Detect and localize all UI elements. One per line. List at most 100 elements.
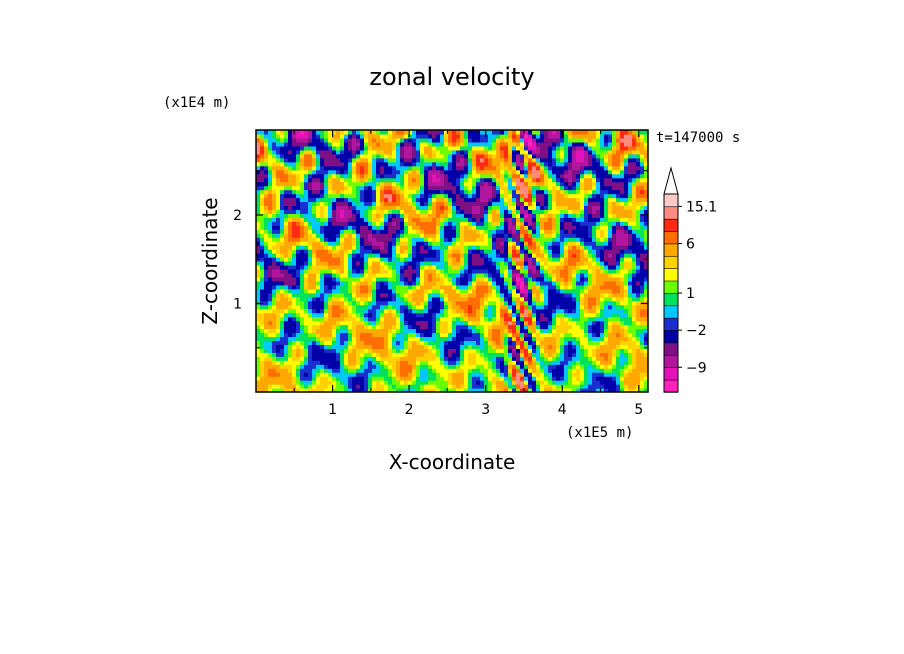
contour-cell	[356, 272, 361, 278]
contour-cell	[556, 300, 561, 306]
contour-cell	[420, 368, 425, 373]
contour-cell	[432, 304, 437, 310]
contour-cell	[428, 268, 433, 274]
contour-cell	[272, 261, 277, 266]
contour-cell	[568, 276, 573, 282]
contour-cell	[316, 340, 321, 345]
contour-cell	[468, 360, 473, 365]
contour-cell	[416, 272, 421, 278]
contour-cell	[304, 253, 309, 258]
contour-cell	[644, 316, 648, 322]
contour-cell	[356, 328, 361, 334]
contour-cell	[628, 352, 633, 357]
contour-cell	[480, 245, 485, 250]
contour-cell	[416, 229, 421, 234]
contour-cell	[468, 312, 473, 318]
contour-cell	[432, 368, 437, 373]
contour-cell	[532, 384, 537, 389]
contour-cell	[620, 229, 625, 234]
contour-cell	[324, 356, 329, 361]
contour-cell	[348, 336, 353, 341]
contour-cell	[404, 340, 409, 345]
contour-cell	[568, 221, 573, 226]
contour-cell	[624, 376, 629, 381]
contour-cell	[276, 237, 281, 242]
contour-cell	[608, 368, 613, 373]
contour-cell	[532, 241, 537, 246]
contour-cell	[356, 237, 361, 242]
contour-cell	[368, 356, 373, 361]
contour-cell	[640, 336, 645, 341]
contour-cell	[532, 304, 537, 310]
contour-cell	[312, 360, 317, 365]
contour-cell	[296, 217, 301, 222]
contour-cell	[464, 205, 469, 210]
contour-cell	[408, 364, 413, 369]
contour-cell	[376, 296, 381, 302]
contour-cell	[352, 292, 357, 298]
contour-cell	[344, 288, 349, 294]
contour-cell	[308, 276, 313, 282]
contour-cell	[512, 388, 517, 392]
contour-cell	[448, 336, 453, 341]
contour-cell	[272, 233, 277, 238]
contour-cell	[372, 272, 377, 278]
contour-cell	[376, 300, 381, 306]
contour-cell	[272, 388, 277, 392]
contour-cell	[572, 233, 577, 238]
contour-cell	[548, 205, 553, 210]
contour-cell	[444, 376, 449, 381]
contour-cell	[388, 328, 393, 334]
contour-cell	[496, 197, 501, 203]
contour-cell	[436, 249, 441, 254]
contour-cell	[376, 388, 381, 392]
contour-cell	[452, 205, 457, 210]
contour-cell	[452, 264, 457, 270]
contour-cell	[432, 197, 437, 203]
contour-cell	[536, 348, 541, 353]
contour-cell	[524, 288, 529, 294]
contour-cell	[284, 205, 289, 210]
contour-cell	[528, 364, 533, 369]
contour-cell	[492, 352, 497, 357]
contour-cell	[436, 348, 441, 353]
contour-cell	[348, 304, 353, 310]
contour-cell	[264, 320, 269, 326]
contour-cell	[436, 340, 441, 345]
contour-cell	[544, 213, 549, 218]
contour-cell	[588, 257, 593, 262]
contour-cell	[412, 372, 417, 377]
contour-cell	[368, 384, 373, 389]
contour-cell	[472, 292, 477, 298]
contour-cell	[288, 368, 293, 373]
contour-cell	[620, 344, 625, 349]
contour-cell	[604, 197, 609, 203]
contour-cell	[564, 372, 569, 377]
contour-cell	[584, 328, 589, 334]
contour-cell	[592, 201, 597, 207]
contour-cell	[568, 213, 573, 218]
contour-cell	[552, 276, 557, 282]
contour-cell	[632, 292, 637, 298]
contour-cell	[636, 304, 641, 310]
contour-cell	[592, 384, 597, 389]
contour-cell	[580, 268, 585, 274]
contour-cell	[408, 237, 413, 242]
contour-cell	[340, 257, 345, 262]
contour-cell	[556, 249, 561, 254]
contour-cell	[624, 241, 629, 246]
contour-cell	[324, 209, 329, 214]
contour-cell	[500, 253, 505, 258]
contour-cell	[592, 328, 597, 334]
contour-cell	[380, 217, 385, 222]
contour-cell	[288, 340, 293, 345]
contour-cell	[556, 280, 561, 286]
contour-cell	[624, 308, 629, 314]
contour-cell	[344, 261, 349, 266]
contour-cell	[492, 356, 497, 361]
contour-cell	[552, 300, 557, 306]
contour-cell	[268, 344, 273, 349]
contour-cell	[540, 344, 545, 349]
contour-cell	[588, 376, 593, 381]
contour-cell	[584, 264, 589, 270]
